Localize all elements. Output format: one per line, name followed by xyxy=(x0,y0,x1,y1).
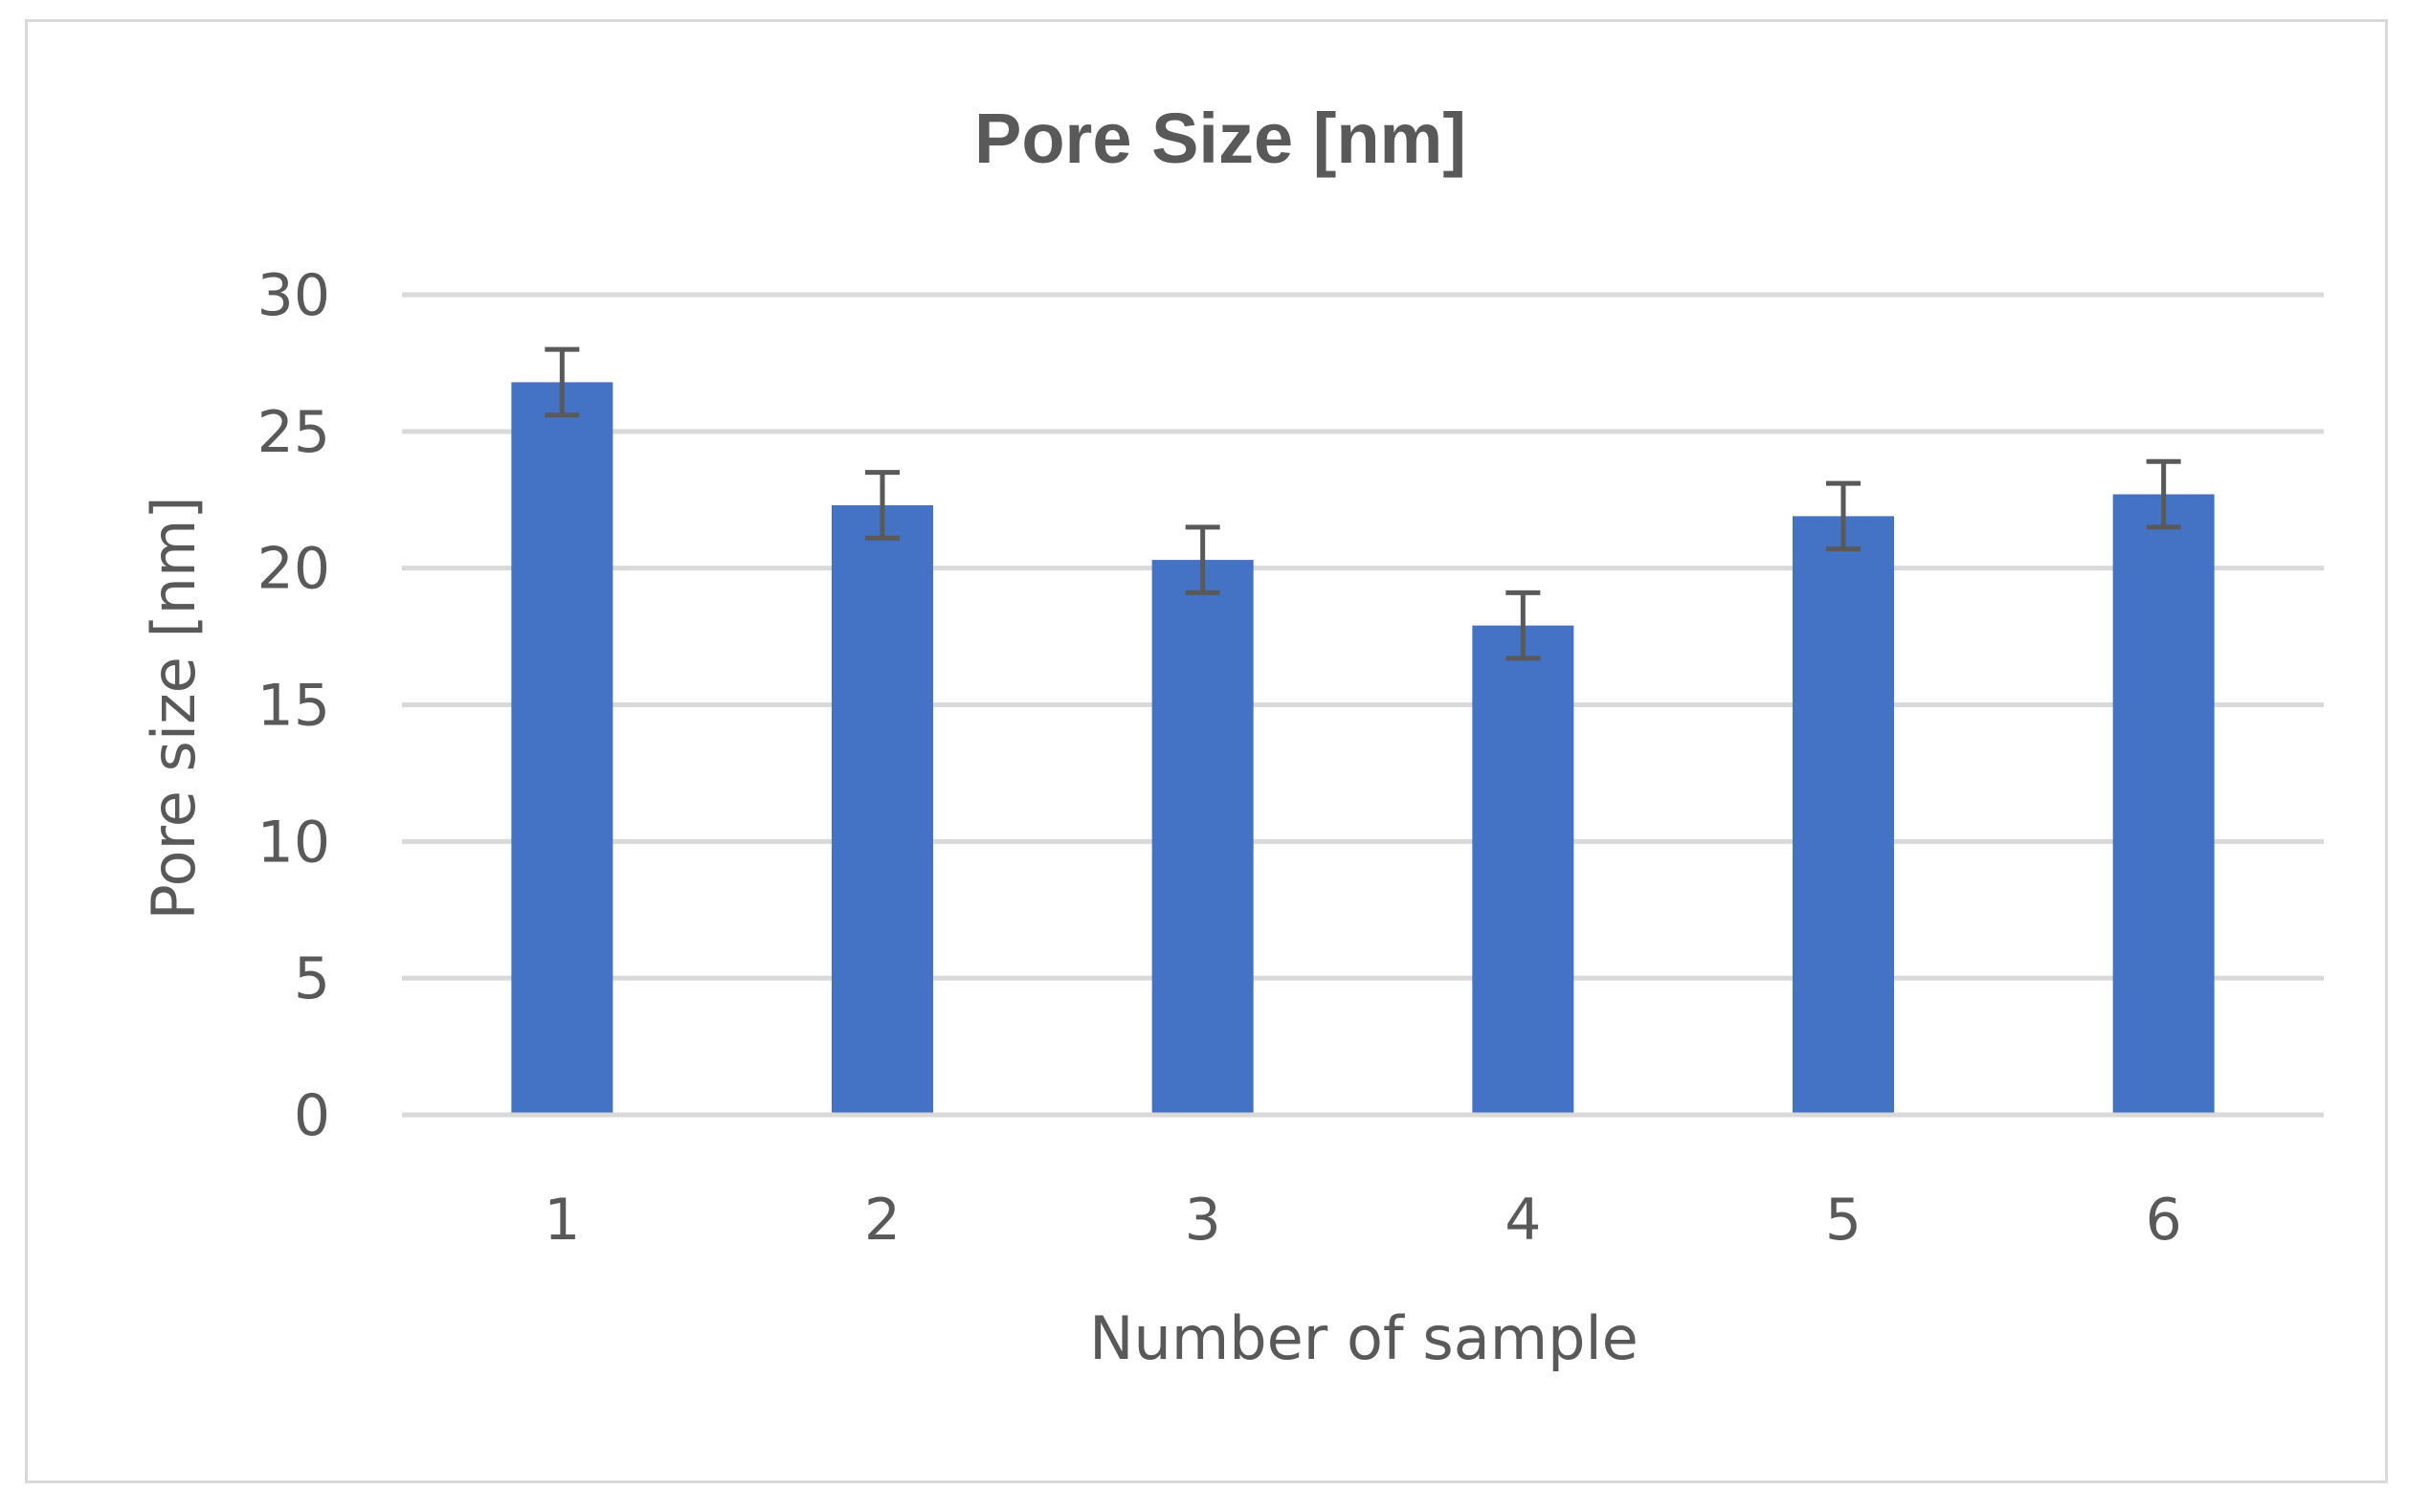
error-bar-sample-5 xyxy=(1826,480,1861,552)
error-bar-sample-4 xyxy=(1505,589,1541,661)
error-bar-sample-3 xyxy=(1185,524,1220,595)
y-tick-label: 15 xyxy=(257,673,330,740)
gridlines xyxy=(402,292,2324,1118)
x-axis-title: Number of sample xyxy=(1089,1303,1639,1373)
x-tick-label: 5 xyxy=(1825,1187,1862,1254)
x-tick-label: 3 xyxy=(1185,1187,1221,1254)
x-tick-labels: 1 2 3 4 5 6 xyxy=(544,1187,2182,1254)
y-tick-label: 30 xyxy=(257,262,330,329)
x-tick-label: 1 xyxy=(544,1187,580,1254)
y-tick-label: 25 xyxy=(257,399,330,466)
bar-sample-3 xyxy=(1151,560,1254,1115)
y-tick-label: 5 xyxy=(294,945,330,1012)
bar-sample-2 xyxy=(832,504,933,1115)
bars xyxy=(511,382,2215,1115)
x-tick-label: 2 xyxy=(864,1187,901,1254)
y-tick-label: 10 xyxy=(257,809,330,876)
y-tick-label: 0 xyxy=(294,1082,330,1149)
chart-title: Pore Size [nm] xyxy=(974,99,1466,178)
x-tick-label: 6 xyxy=(2146,1187,2182,1254)
x-tick-label: 4 xyxy=(1505,1187,1541,1254)
error-bar-sample-1 xyxy=(545,346,580,418)
y-tick-labels: 0 5 10 15 20 25 30 xyxy=(257,262,330,1149)
y-tick-label: 20 xyxy=(257,536,330,603)
bar-sample-6 xyxy=(2112,494,2215,1115)
bar-sample-4 xyxy=(1472,625,1574,1115)
error-bars xyxy=(545,346,2181,661)
bar-sample-1 xyxy=(511,382,613,1115)
error-bar-sample-2 xyxy=(865,470,900,541)
bar-sample-5 xyxy=(1793,516,1894,1115)
error-bar-sample-6 xyxy=(2146,458,2181,530)
y-axis-title: Pore size [nm] xyxy=(139,496,209,920)
